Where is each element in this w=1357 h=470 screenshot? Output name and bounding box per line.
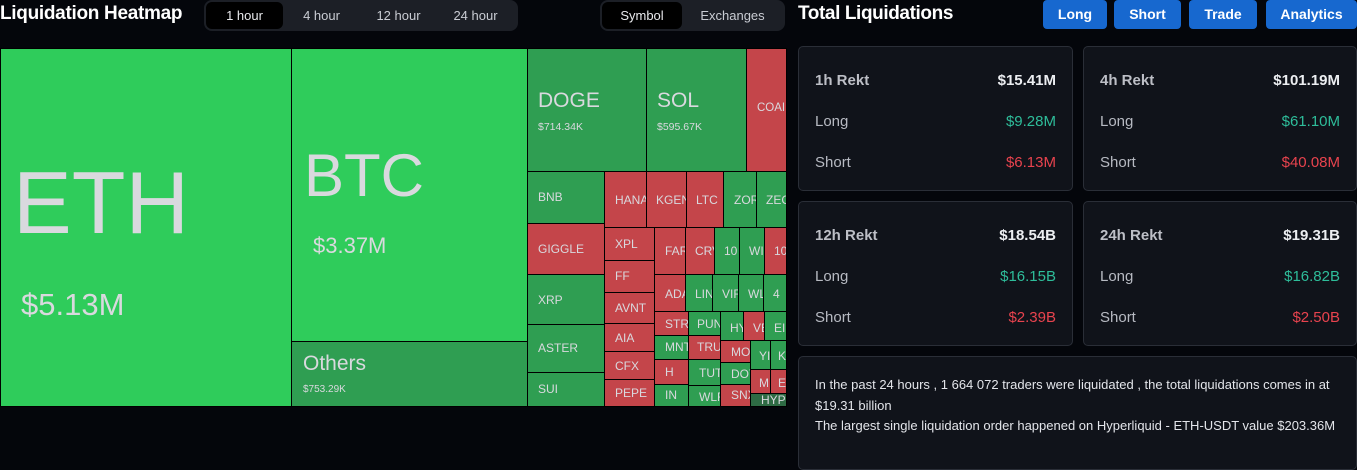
tile-crv[interactable]: CRV bbox=[685, 227, 715, 275]
tile-ve[interactable]: VE bbox=[743, 311, 765, 341]
tile-mnt[interactable]: MNT bbox=[654, 335, 689, 360]
tile-hana[interactable]: HANA bbox=[604, 171, 647, 228]
tile-wl[interactable]: WL bbox=[738, 274, 764, 312]
tile-aia[interactable]: AIA bbox=[604, 323, 655, 352]
tile-mo[interactable]: MO bbox=[720, 340, 751, 363]
tile-far[interactable]: FAR bbox=[654, 227, 686, 275]
card-12h-rekt: 12h Rekt $18.54B Long $16.15B Short $2.3… bbox=[798, 201, 1073, 346]
liquidation-summary: In the past 24 hours , 1 664 072 traders… bbox=[798, 356, 1357, 470]
card-total: $15.41M bbox=[997, 72, 1056, 89]
short-label: Short bbox=[815, 154, 851, 171]
tile-m[interactable]: M bbox=[750, 369, 771, 394]
long-label: Long bbox=[815, 113, 849, 130]
card-total: $19.31B bbox=[1283, 227, 1340, 244]
card-total: $18.54B bbox=[999, 227, 1056, 244]
long-value: $61.10M bbox=[1281, 113, 1340, 130]
tile-lin[interactable]: LIN bbox=[685, 274, 713, 312]
tile-hy[interactable]: HY bbox=[720, 311, 744, 341]
tile-zor[interactable]: ZOR bbox=[723, 171, 757, 228]
tile-ada[interactable]: ADA bbox=[654, 274, 686, 312]
tile-others[interactable]: Others $753.29K bbox=[291, 341, 528, 407]
tile-str[interactable]: STR bbox=[654, 311, 689, 336]
card-4h-rekt: 4h Rekt $101.19M Long $61.10M Short $40.… bbox=[1083, 46, 1357, 191]
tile-avnt[interactable]: AVNT bbox=[604, 292, 655, 324]
tab-12-hour[interactable]: 12 hour bbox=[376, 8, 421, 23]
tile-hype[interactable]: HYPE bbox=[750, 393, 787, 407]
tile-pepe[interactable]: PEPE bbox=[604, 379, 655, 407]
tile-btc[interactable]: BTC $3.37M bbox=[291, 48, 528, 342]
tile-sui[interactable]: SUI bbox=[527, 372, 605, 407]
tab-symbol[interactable]: Symbol bbox=[602, 2, 682, 29]
tile-wlf[interactable]: WLF bbox=[688, 385, 721, 407]
card-label: 1h Rekt bbox=[815, 72, 870, 89]
tile-e[interactable]: E bbox=[770, 369, 787, 394]
tab-1-hour[interactable]: 1 hour bbox=[206, 2, 283, 29]
page-title: Liquidation Heatmap bbox=[0, 3, 183, 24]
tile-ei[interactable]: EI bbox=[764, 311, 787, 341]
tile-aster[interactable]: ASTER bbox=[527, 324, 605, 373]
tile-10-red[interactable]: 10 bbox=[764, 227, 787, 275]
tile-10-green[interactable]: 10 bbox=[714, 227, 740, 275]
short-value: $6.13M bbox=[1005, 154, 1056, 171]
tile-h[interactable]: H bbox=[654, 359, 689, 385]
tile-giggle[interactable]: GIGGLE bbox=[527, 223, 605, 275]
tile-yi[interactable]: YI bbox=[750, 340, 771, 370]
tile-coai[interactable]: COAI bbox=[746, 48, 787, 172]
tile-vir[interactable]: VIR bbox=[712, 274, 739, 312]
short-value: $2.50B bbox=[1292, 309, 1340, 326]
time-range-tabs: 1 hour 4 hour 12 hour 24 hour bbox=[204, 0, 518, 31]
liquidation-treemap: ETH $5.13M BTC $3.37M Others $753.29K DO… bbox=[0, 48, 787, 407]
card-label: 12h Rekt bbox=[815, 227, 878, 244]
tile-k[interactable]: K bbox=[770, 340, 787, 370]
tile-bnb[interactable]: BNB bbox=[527, 171, 605, 224]
trade-button[interactable]: Trade bbox=[1189, 0, 1257, 29]
short-button[interactable]: Short bbox=[1114, 0, 1181, 29]
tab-24-hour[interactable]: 24 hour bbox=[453, 8, 498, 23]
short-label: Short bbox=[815, 309, 851, 326]
tile-dot[interactable]: DOT bbox=[720, 362, 751, 385]
short-label: Short bbox=[1100, 154, 1136, 171]
tile-tut[interactable]: TUT bbox=[688, 359, 721, 386]
long-value: $16.82B bbox=[1284, 268, 1340, 285]
view-mode-tabs: Symbol Exchanges bbox=[600, 0, 785, 31]
tile-4[interactable]: 4 bbox=[763, 274, 787, 312]
tile-pun[interactable]: PUN bbox=[688, 311, 721, 336]
tile-xrp[interactable]: XRP bbox=[527, 274, 605, 325]
tile-doge[interactable]: DOGE $714.34K bbox=[527, 48, 647, 172]
card-label: 4h Rekt bbox=[1100, 72, 1155, 89]
card-total: $101.19M bbox=[1273, 72, 1340, 89]
tab-exchanges[interactable]: Exchanges bbox=[700, 8, 765, 23]
short-label: Short bbox=[1100, 309, 1136, 326]
short-value: $2.39B bbox=[1008, 309, 1056, 326]
tile-snx[interactable]: SNX bbox=[720, 384, 751, 407]
tile-tru[interactable]: TRU bbox=[688, 335, 721, 360]
long-button[interactable]: Long bbox=[1043, 0, 1107, 29]
tile-sol[interactable]: SOL $595.67K bbox=[646, 48, 747, 172]
summary-line-2: The largest single liquidation order hap… bbox=[815, 418, 1336, 433]
long-label: Long bbox=[815, 268, 849, 285]
tile-eth[interactable]: ETH $5.13M bbox=[0, 48, 292, 407]
long-value: $9.28M bbox=[1005, 113, 1056, 130]
tile-xpl[interactable]: XPL bbox=[604, 227, 655, 261]
tile-kgen[interactable]: KGEN bbox=[646, 171, 687, 228]
tile-zec[interactable]: ZEC bbox=[756, 171, 787, 228]
long-value: $16.15B bbox=[1000, 268, 1056, 285]
total-liquidations-title: Total Liquidations bbox=[798, 3, 953, 24]
long-label: Long bbox=[1100, 268, 1134, 285]
summary-line-1: In the past 24 hours , 1 664 072 traders… bbox=[815, 377, 1330, 413]
short-value: $40.08M bbox=[1281, 154, 1340, 171]
analytics-button[interactable]: Analytics bbox=[1266, 0, 1357, 29]
card-label: 24h Rekt bbox=[1100, 227, 1163, 244]
tile-ltc[interactable]: LTC bbox=[686, 171, 724, 228]
tab-4-hour[interactable]: 4 hour bbox=[303, 8, 340, 23]
tile-in[interactable]: IN bbox=[654, 384, 689, 407]
card-24h-rekt: 24h Rekt $19.31B Long $16.82B Short $2.5… bbox=[1083, 201, 1357, 346]
tile-cfx[interactable]: CFX bbox=[604, 351, 655, 380]
long-label: Long bbox=[1100, 113, 1134, 130]
tile-wi[interactable]: WI bbox=[739, 227, 765, 275]
tile-ff[interactable]: FF bbox=[604, 260, 655, 293]
card-1h-rekt: 1h Rekt $15.41M Long $9.28M Short $6.13M bbox=[798, 46, 1073, 191]
